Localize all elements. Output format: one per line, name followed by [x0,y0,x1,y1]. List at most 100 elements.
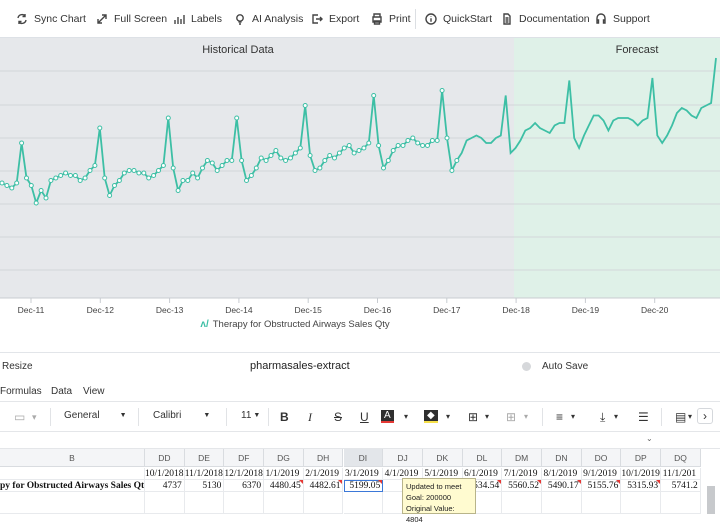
column-header[interactable]: DD [145,449,185,467]
data-point[interactable] [283,158,289,163]
column-header[interactable]: DN [542,449,582,467]
data-point[interactable] [200,165,205,171]
data-point[interactable] [400,143,406,148]
data-point[interactable] [268,153,274,158]
data-point[interactable] [336,150,342,156]
column-header[interactable]: DG [264,449,304,467]
column-header[interactable]: DE [184,449,225,467]
wrap-text-icon[interactable]: ☰ [638,410,649,424]
chevron-down-icon[interactable]: ▾ [571,412,576,421]
export-button[interactable]: Export [311,10,359,28]
menu-view[interactable]: View [83,386,105,397]
value-cell[interactable]: 5741.2 [661,480,701,492]
column-header[interactable]: DJ [383,449,423,467]
data-point[interactable] [341,145,347,151]
date-cell[interactable]: 12/1/2018 [224,468,265,480]
value-cell[interactable]: 4482.61 [303,480,344,492]
empty-cell[interactable] [184,492,225,514]
data-point[interactable] [327,153,333,158]
data-point[interactable] [405,138,411,143]
data-point[interactable] [371,93,377,98]
data-point[interactable] [68,173,73,178]
chevron-down-icon[interactable]: ▾ [485,412,490,421]
data-point[interactable] [146,175,152,181]
data-point[interactable] [307,153,313,158]
italic-button[interactable]: I [308,410,312,424]
data-point[interactable] [4,183,10,188]
data-point[interactable] [0,180,5,186]
data-point[interactable] [439,88,445,93]
column-header-b[interactable]: B [0,449,145,467]
data-point[interactable] [121,170,127,176]
data-point[interactable] [58,173,64,178]
auto-save-toggle[interactable]: Auto Save [522,361,588,372]
data-point[interactable] [185,178,191,183]
data-point[interactable] [449,168,455,173]
data-point[interactable] [87,168,93,173]
value-cell[interactable]: 4737 [145,480,185,492]
value-cell[interactable]: 5490.17 [542,480,582,492]
data-point[interactable] [24,175,29,181]
data-point[interactable] [332,155,337,161]
data-point[interactable] [190,170,196,176]
date-cell[interactable]: 8/1/2019 [542,468,582,480]
date-cell[interactable]: 11/1/201 [661,468,701,480]
data-point[interactable] [317,165,323,171]
data-point[interactable] [385,158,391,163]
date-cell[interactable]: 11/1/2018 [184,468,225,480]
data-point[interactable] [273,148,279,153]
data-point[interactable] [214,168,220,173]
labels-button[interactable]: Labels [173,10,222,28]
empty-cell[interactable] [0,492,145,514]
column-header[interactable]: DO [581,449,622,467]
formula-bar[interactable]: ⌄ [0,432,720,449]
data-point[interactable] [151,173,157,178]
chevron-down-icon[interactable]: ▾ [688,412,693,421]
data-point[interactable] [33,200,39,206]
data-point[interactable] [288,155,293,161]
value-cell[interactable]: 5560.52 [502,480,542,492]
font-size-dropdown[interactable]: 11 ▼ [241,410,260,421]
data-point[interactable] [390,148,396,153]
strikethrough-button[interactable]: S [334,410,343,424]
data-point[interactable] [346,143,352,148]
data-point[interactable] [97,125,103,131]
value-cell[interactable]: 5155.76 [581,480,622,492]
data-point[interactable] [160,163,166,168]
data-point[interactable] [195,175,201,181]
more-tools-button[interactable]: › [697,408,713,424]
fill-color-icon[interactable]: ◆ [424,410,438,423]
column-header[interactable]: DL [462,449,503,467]
number-format-dropdown[interactable]: General ▼ [64,410,127,421]
data-point[interactable] [131,168,137,173]
data-point[interactable] [170,165,176,171]
data-point[interactable] [429,138,435,143]
value-cell[interactable]: 4480.45 [264,480,304,492]
paste-options-icon[interactable]: ▾ [32,412,37,422]
data-point[interactable] [356,148,362,153]
empty-cell[interactable] [621,492,662,514]
data-point[interactable] [107,193,113,198]
documentation-button[interactable]: Documentation [501,10,590,28]
data-point[interactable] [410,135,416,141]
data-point[interactable] [77,178,83,183]
active-cell[interactable]: 5199.05 [343,480,384,492]
quickstart-button[interactable]: QuickStart [425,10,492,28]
data-point[interactable] [175,188,181,193]
freeze-panes-icon[interactable]: ▤ [675,410,687,424]
value-cell[interactable]: 5315.93 [621,480,662,492]
empty-cell[interactable] [343,492,384,514]
full-screen-button[interactable]: Full Screen [96,10,167,28]
chevron-down-icon[interactable]: ⌄ [646,434,653,443]
data-point[interactable] [292,150,298,156]
data-point[interactable] [229,158,235,163]
data-point[interactable] [112,183,117,188]
data-point[interactable] [248,173,254,178]
date-cell[interactable]: 3/1/2019 [343,468,384,480]
data-point[interactable] [278,155,284,161]
data-point[interactable] [415,140,421,146]
empty-cell[interactable] [542,492,582,514]
ai-analysis-button[interactable]: AI Analysis [234,10,303,28]
data-point[interactable] [434,138,440,143]
date-cell[interactable]: 6/1/2019 [462,468,503,480]
